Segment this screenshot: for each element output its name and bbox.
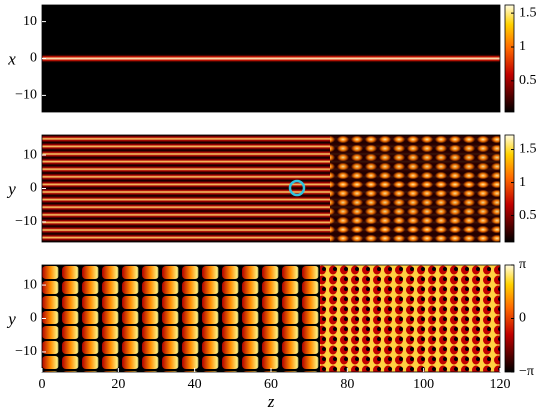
y-tick-label: −10 [15,88,37,103]
x-tick-label: 60 [264,377,278,392]
y-tick-label: 10 [23,14,37,29]
y-tick-label: 0 [30,51,37,66]
y-axis-label: x [7,49,16,68]
x-tick-label: 0 [39,377,46,392]
heatmap-2 [42,135,500,242]
colorbar-tick-label: 1 [519,39,526,54]
y-tick-label: −10 [15,344,37,359]
colorbar-tick-label: 0 [519,311,526,326]
colorbar-tick-label: 1.5 [519,5,537,20]
y-tick-label: 0 [30,311,37,326]
x-tick-label: 20 [111,377,125,392]
x-tick-label: 100 [413,377,434,392]
x-tick-label: 120 [490,377,511,392]
y-axis-label: y [6,309,16,328]
heatmap-3 [42,265,500,372]
colorbar-tick-label: 0.5 [519,208,537,223]
colorbar [505,265,514,372]
x-tick-label: 40 [188,377,202,392]
colorbar-tick-label: 1 [519,175,526,190]
x-axis-label: z [267,392,275,411]
y-tick-label: −10 [15,214,37,229]
y-tick-label: 0 [30,181,37,196]
colorbar-frame [504,4,515,113]
colorbar [505,5,514,112]
x-tick-label: 80 [340,377,354,392]
colorbar-frame [504,134,515,243]
heatmap-1 [42,5,500,112]
colorbar-tick-label: 1.5 [519,142,537,157]
y-tick-label: 10 [23,277,37,292]
colorbar [505,135,514,242]
y-axis-label: y [6,179,16,198]
colorbar-tick-label: π [519,257,526,272]
y-tick-label: 10 [23,147,37,162]
colorbar-tick-label: 0.5 [519,73,537,88]
colorbar-tick-label: −π [519,364,534,379]
